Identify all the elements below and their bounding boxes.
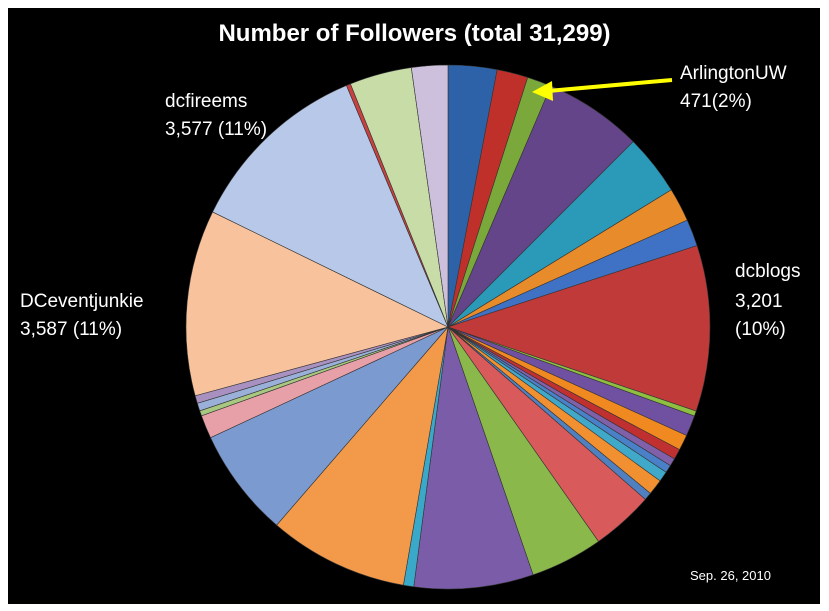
- slice-label: DCeventjunkie: [20, 291, 144, 312]
- value-label: 3,577 (11%): [165, 119, 268, 140]
- pie-slice: [276, 325, 449, 586]
- pie-slice: [447, 245, 711, 412]
- annotation: Sep. 26, 2010: [690, 568, 771, 583]
- arrow-head: [532, 81, 553, 101]
- value-label: 3,587 (11%): [20, 319, 123, 340]
- chart-title: Number of Followers (total 31,299): [218, 20, 611, 47]
- pie-slice: [212, 85, 449, 328]
- pie-slice: [413, 326, 534, 590]
- slice-label: dcblogs: [735, 261, 801, 282]
- arrow: [547, 78, 673, 93]
- slice-label: ArlingtonUW: [680, 63, 787, 84]
- value-label: 471(2%): [680, 91, 752, 112]
- slice-label: dcfireems: [165, 91, 248, 112]
- pie-slice: [210, 326, 449, 526]
- pie-slice: [185, 211, 449, 397]
- pie-slice: [410, 64, 449, 328]
- value-label: 3,201 (10%): [735, 291, 786, 340]
